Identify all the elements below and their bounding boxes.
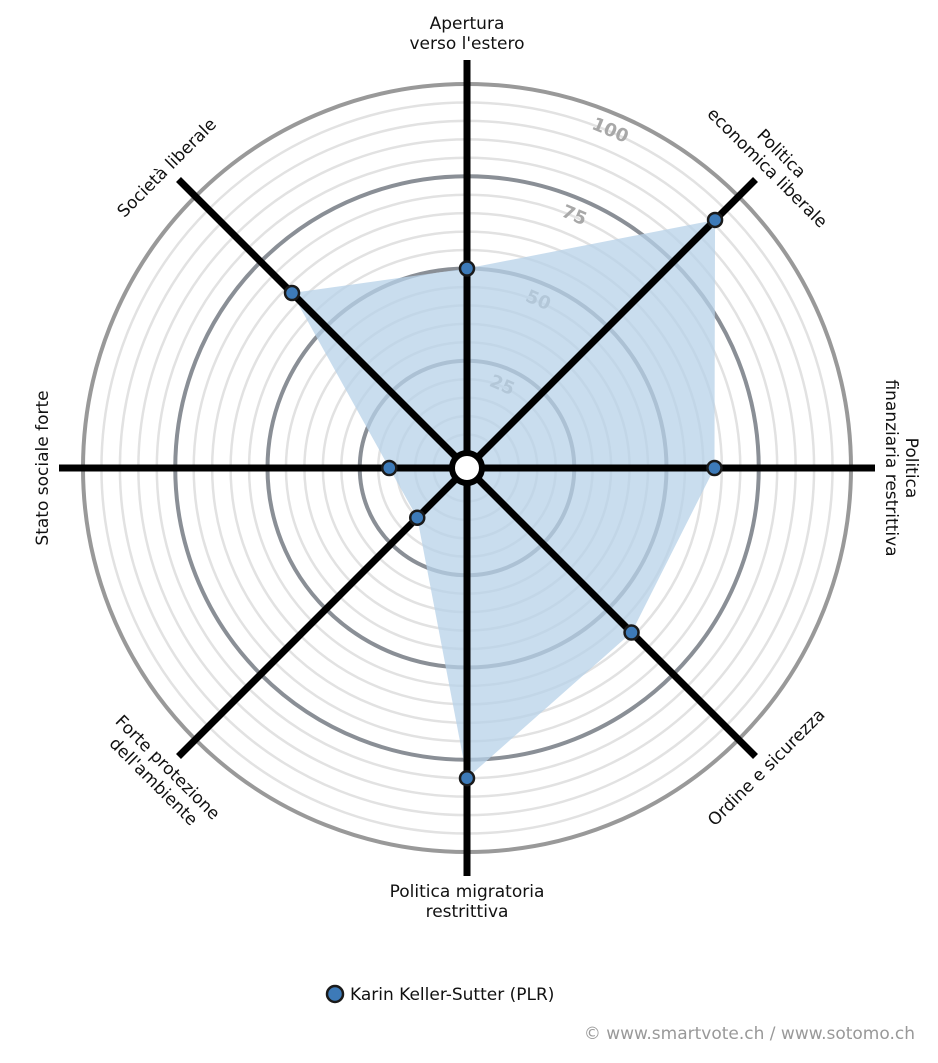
axis-label-line: finanziaria restrittiva bbox=[881, 379, 901, 556]
axis-label-line: Politica bbox=[901, 438, 921, 499]
legend-label: Karin Keller-Sutter (PLR) bbox=[350, 985, 554, 1005]
credit: © www.smartvote.ch / www.sotomo.ch bbox=[584, 1024, 915, 1044]
axis-line bbox=[176, 177, 470, 471]
point bbox=[409, 509, 426, 526]
legend-marker bbox=[325, 984, 345, 1004]
axis-label-line: restrittiva bbox=[426, 902, 509, 922]
point bbox=[381, 459, 398, 477]
point bbox=[458, 260, 476, 277]
axis-line bbox=[464, 177, 758, 471]
axis-line bbox=[176, 465, 470, 759]
center bbox=[449, 450, 485, 486]
point bbox=[706, 459, 723, 477]
point bbox=[623, 624, 640, 641]
axis-label-line: verso l'estero bbox=[409, 34, 524, 54]
axis-label: Stato sociale forte bbox=[33, 390, 53, 545]
axis-label-line: Apertura bbox=[430, 14, 505, 34]
point bbox=[458, 769, 476, 787]
point bbox=[706, 211, 724, 229]
point bbox=[283, 284, 301, 302]
axis-line bbox=[464, 465, 758, 759]
r-tick-label: 75 bbox=[559, 201, 590, 230]
area bbox=[292, 219, 716, 779]
axis-label-line: Politica migratoria bbox=[390, 882, 545, 902]
axis-label-line: Stato sociale forte bbox=[33, 390, 53, 545]
